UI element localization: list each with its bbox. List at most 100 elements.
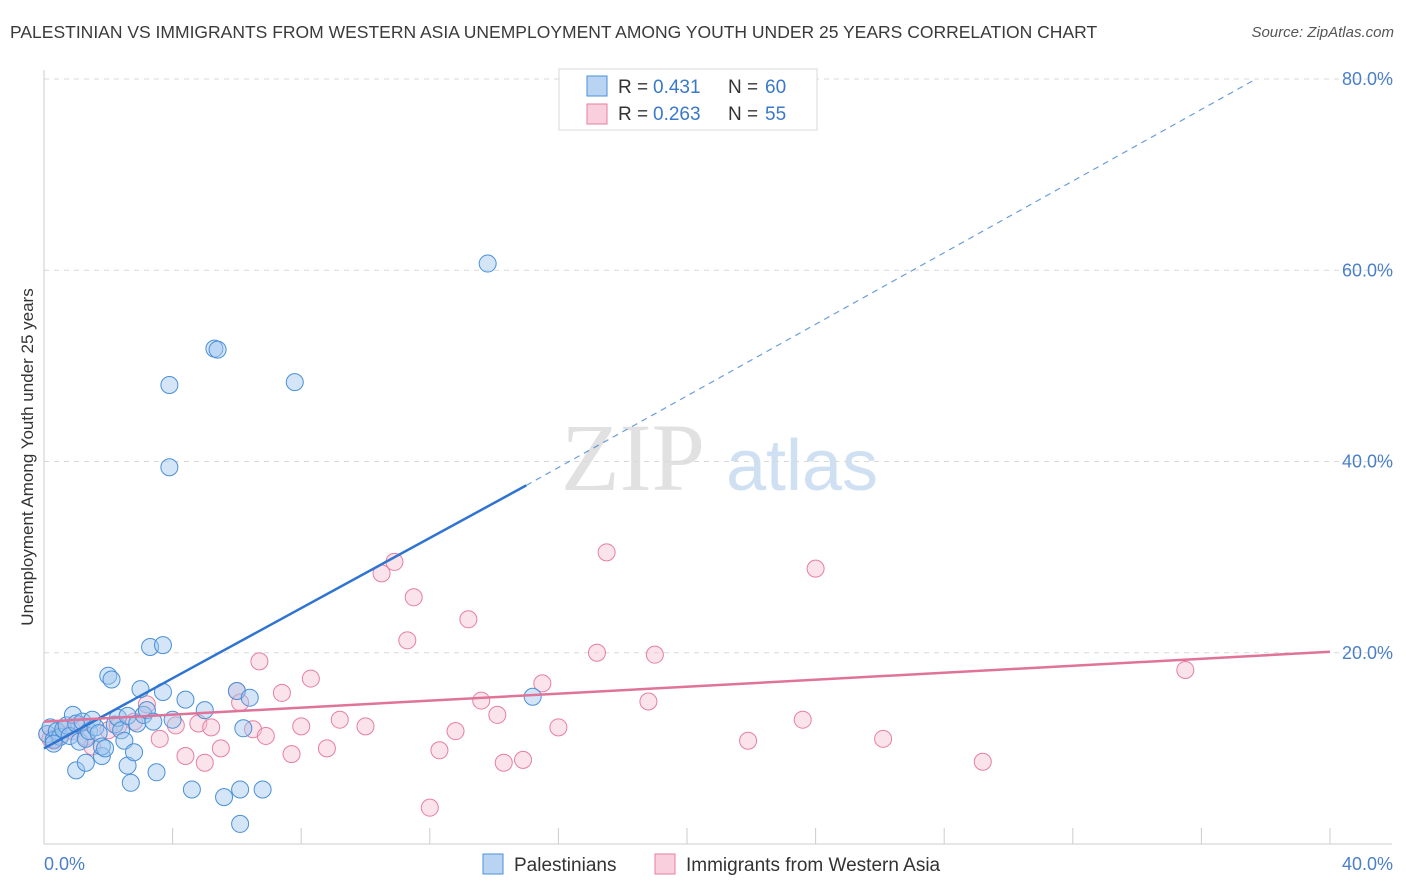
chart-title: PALESTINIAN VS IMMIGRANTS FROM WESTERN A… (10, 22, 1098, 42)
point-western-asia-24 (256, 726, 275, 745)
point-western-asia-26 (282, 745, 301, 764)
legend-row-1: R = 0.431 N = 60 (618, 77, 786, 98)
point-western-asia-15 (176, 747, 195, 766)
legend-n-value-1: 60 (765, 77, 786, 98)
legend-r-value-1: 0.431 (653, 77, 701, 98)
point-palestinians-55 (253, 780, 272, 799)
point-western-asia-38 (446, 722, 465, 741)
point-palestinians-41 (160, 376, 179, 394)
point-western-asia-51 (793, 710, 812, 729)
series-palestinians-points (38, 254, 542, 833)
x-ticks (172, 828, 1331, 844)
point-western-asia-14 (166, 716, 185, 735)
legend-n-label-2: N = (728, 104, 758, 125)
y-tick-label-40: 40.0% (1342, 452, 1393, 472)
y-tick-labels: 20.0% 40.0% 60.0% 80.0% (1342, 69, 1393, 663)
point-western-asia-19 (211, 739, 230, 758)
point-palestinians-44 (176, 690, 195, 709)
trend-lines (43, 78, 1331, 750)
point-palestinians-51 (231, 780, 250, 799)
source-label: Source: ZipAtlas.com (1251, 24, 1394, 41)
point-western-asia-41 (488, 705, 507, 724)
point-western-asia-35 (404, 588, 423, 607)
point-western-asia-30 (330, 710, 349, 729)
point-palestinians-58 (523, 687, 542, 706)
legend-swatch-palestinians (586, 75, 608, 97)
point-palestinians-13 (76, 753, 95, 772)
point-western-asia-28 (301, 669, 320, 688)
series-legend: Palestinians Immigrants from Western Asi… (482, 853, 941, 876)
point-palestinians-31 (125, 743, 144, 762)
point-palestinians-23 (102, 670, 121, 689)
point-western-asia-47 (597, 543, 616, 562)
point-western-asia-25 (272, 683, 291, 702)
point-western-asia-43 (514, 750, 533, 769)
point-western-asia-17 (195, 753, 214, 772)
point-palestinians-57 (478, 254, 497, 273)
point-western-asia-52 (806, 559, 825, 578)
point-palestinians-39 (153, 636, 172, 655)
point-palestinians-38 (147, 763, 166, 782)
legend-row-2: R = 0.263 N = 55 (618, 104, 786, 125)
point-palestinians-48 (208, 340, 227, 359)
bottom-swatch-western-asia (654, 853, 676, 875)
point-palestinians-18 (89, 724, 108, 743)
point-palestinians-54 (240, 688, 259, 707)
trend-western-asia (43, 650, 1331, 723)
legend-r-label-1: R = (618, 77, 648, 98)
stats-legend: R = 0.431 N = 60 R = 0.263 N = 55 (558, 68, 818, 131)
point-western-asia-44 (533, 674, 552, 693)
watermark-atlas: atlas (726, 426, 878, 506)
point-palestinians-49 (215, 788, 234, 807)
point-western-asia-18 (202, 718, 221, 737)
series-western-asia-points (38, 543, 1195, 817)
point-palestinians-45 (182, 780, 201, 799)
point-western-asia-49 (645, 645, 664, 664)
point-western-asia-39 (459, 610, 478, 629)
legend-n-value-2: 55 (765, 104, 786, 125)
trend-palestinians-extrapolated (525, 78, 1257, 486)
point-palestinians-27 (115, 731, 134, 750)
point-western-asia-50 (739, 731, 758, 750)
point-western-asia-37 (430, 741, 449, 760)
point-palestinians-52 (231, 814, 250, 833)
point-palestinians-37 (144, 712, 163, 731)
trend-palestinians (43, 484, 527, 750)
watermark-zip: ZIP (561, 404, 705, 511)
point-western-asia-53 (874, 729, 893, 748)
point-western-asia-23 (250, 652, 269, 671)
point-palestinians-53 (234, 719, 253, 738)
point-western-asia-29 (317, 739, 336, 758)
point-palestinians-35 (137, 701, 156, 720)
point-western-asia-45 (549, 718, 568, 737)
point-palestinians-30 (121, 773, 140, 792)
grid-lines (44, 78, 1392, 654)
axes (43, 70, 1392, 845)
legend-r-label-2: R = (618, 104, 648, 125)
point-western-asia-31 (356, 717, 375, 736)
x-tick-label-min: 0.0% (44, 854, 85, 874)
y-tick-label-20: 20.0% (1342, 643, 1393, 663)
x-tick-label-max: 40.0% (1342, 854, 1393, 874)
point-palestinians-20 (92, 737, 111, 756)
point-western-asia-34 (398, 631, 417, 650)
point-western-asia-54 (973, 752, 992, 771)
bottom-swatch-palestinians (482, 853, 504, 875)
legend-n-label-1: N = (728, 77, 758, 98)
y-tick-label-80: 80.0% (1342, 69, 1393, 89)
y-tick-label-60: 60.0% (1342, 260, 1393, 280)
point-western-asia-36 (420, 798, 439, 817)
bottom-legend-palestinians: Palestinians (514, 855, 616, 876)
point-western-asia-55 (1176, 660, 1195, 679)
point-palestinians-46 (195, 701, 214, 720)
point-western-asia-48 (639, 692, 658, 711)
legend-r-value-2: 0.263 (653, 104, 701, 125)
point-western-asia-42 (494, 753, 513, 772)
point-palestinians-56 (285, 373, 304, 392)
point-western-asia-40 (472, 691, 491, 710)
point-western-asia-46 (587, 643, 606, 662)
point-western-asia-13 (150, 729, 169, 748)
legend-swatch-western-asia (586, 103, 608, 125)
bottom-legend-western-asia: Immigrants from Western Asia (686, 855, 941, 876)
